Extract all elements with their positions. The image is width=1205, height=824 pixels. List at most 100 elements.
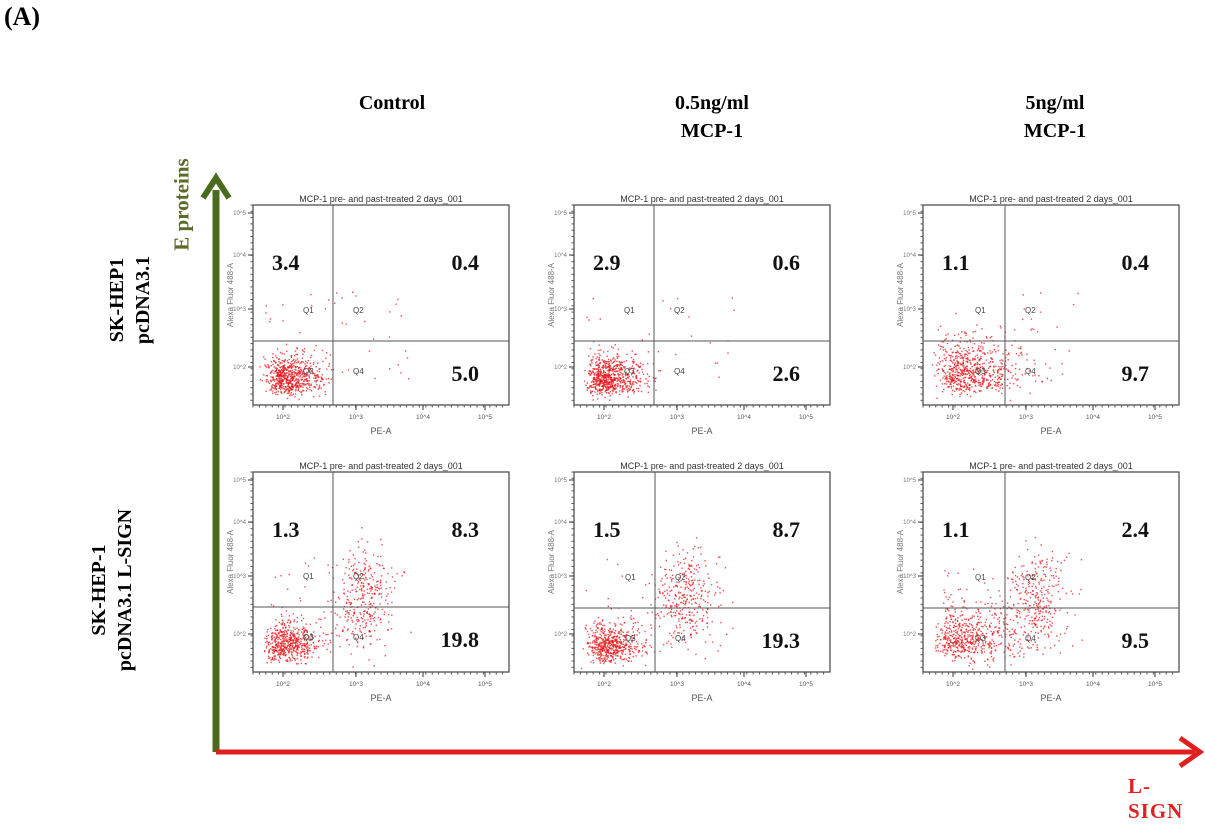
data-point	[710, 342, 711, 343]
data-point	[680, 610, 681, 611]
data-point	[296, 347, 297, 348]
data-point	[674, 605, 675, 606]
data-point	[1008, 353, 1009, 354]
data-point	[609, 653, 610, 654]
data-point	[603, 371, 604, 372]
data-point	[396, 573, 397, 574]
data-point	[696, 569, 697, 570]
data-point	[617, 655, 618, 656]
data-point	[683, 603, 684, 604]
data-point	[612, 358, 613, 359]
data-point	[623, 647, 624, 648]
data-point	[281, 614, 282, 615]
data-point	[271, 639, 272, 640]
data-point	[680, 627, 681, 628]
data-point	[277, 644, 278, 645]
data-point	[355, 628, 356, 629]
data-point	[287, 622, 288, 623]
flow-plot: MCP-1 pre- and past-treated 2 days_001Q1…	[544, 458, 850, 718]
data-point	[957, 634, 958, 635]
data-point	[734, 310, 735, 311]
data-point	[615, 378, 616, 379]
data-point	[669, 586, 670, 587]
data-point	[996, 645, 997, 646]
data-point	[609, 387, 610, 388]
data-point	[955, 626, 956, 627]
data-point	[280, 631, 281, 632]
data-point	[269, 383, 270, 384]
data-point	[608, 371, 609, 372]
data-point	[291, 392, 292, 393]
data-point	[939, 363, 940, 364]
data-point	[997, 375, 998, 376]
data-point	[649, 376, 650, 377]
data-point	[300, 600, 301, 601]
data-point	[961, 351, 962, 352]
data-point	[275, 383, 276, 384]
data-point	[274, 371, 275, 372]
data-point	[981, 650, 982, 651]
data-point	[601, 377, 602, 378]
data-point	[946, 383, 947, 384]
data-point	[615, 630, 616, 631]
q1-percentage: 1.3	[272, 517, 300, 542]
data-point	[943, 589, 944, 590]
data-point	[331, 611, 332, 612]
data-point	[595, 381, 596, 382]
data-point	[372, 593, 373, 594]
data-point	[616, 641, 617, 642]
data-point	[295, 646, 296, 647]
data-point	[588, 319, 589, 320]
data-point	[984, 661, 985, 662]
data-point	[599, 643, 600, 644]
data-point	[266, 645, 267, 646]
data-point	[719, 556, 720, 557]
data-point	[1038, 582, 1039, 583]
data-point	[978, 609, 979, 610]
data-point	[280, 389, 281, 390]
data-point	[1038, 619, 1039, 620]
data-point	[302, 358, 303, 359]
data-point	[1081, 559, 1082, 560]
data-point	[601, 649, 602, 650]
data-point	[318, 657, 319, 658]
data-point	[642, 339, 643, 340]
data-point	[958, 367, 959, 368]
data-point	[307, 380, 308, 381]
data-point	[1023, 634, 1024, 635]
data-point	[364, 594, 365, 595]
data-point	[377, 587, 378, 588]
data-point	[391, 614, 392, 615]
y-axis-label: Alexa Fluor 488-A	[547, 262, 556, 327]
data-point	[987, 379, 988, 380]
data-point	[955, 313, 956, 314]
data-point	[691, 620, 692, 621]
data-point	[1002, 360, 1003, 361]
data-point	[712, 621, 713, 622]
data-point	[982, 381, 983, 382]
data-point	[290, 630, 291, 631]
data-point	[968, 384, 969, 385]
data-point	[619, 633, 620, 634]
data-point	[700, 606, 701, 607]
data-point	[270, 628, 271, 629]
data-point	[287, 645, 288, 646]
data-point	[687, 649, 688, 650]
data-point	[366, 636, 367, 637]
data-point	[974, 364, 975, 365]
data-point	[274, 366, 275, 367]
data-point	[972, 647, 973, 648]
data-point	[287, 376, 288, 377]
data-point	[975, 356, 976, 357]
data-point	[1022, 319, 1023, 320]
data-point	[347, 590, 348, 591]
data-point	[599, 657, 600, 658]
data-point	[980, 351, 981, 352]
data-point	[1001, 635, 1002, 636]
data-point	[275, 362, 276, 363]
data-point	[380, 580, 381, 581]
data-point	[717, 650, 718, 651]
data-point	[955, 611, 956, 612]
data-point	[623, 379, 624, 380]
data-point	[636, 634, 637, 635]
